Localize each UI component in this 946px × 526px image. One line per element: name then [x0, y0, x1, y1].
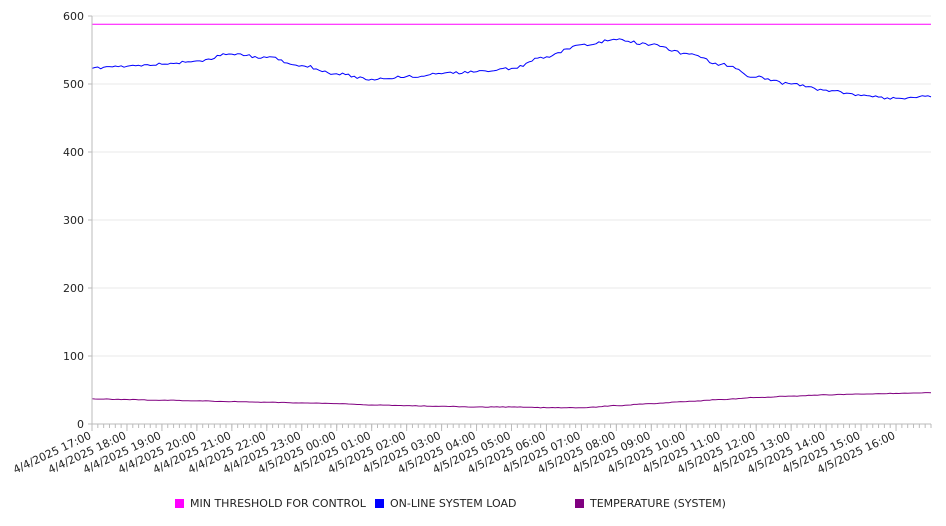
- y-tick-label: 0: [77, 418, 84, 431]
- legend-swatch-system-load: [375, 499, 384, 508]
- y-tick-label: 200: [63, 282, 84, 295]
- y-tick-labels: 0 100 200 300 400 500 600: [63, 10, 84, 431]
- y-tick-label: 300: [63, 214, 84, 227]
- series-line-temperature-system: [91, 392, 932, 409]
- y-tick-label: 600: [63, 10, 84, 23]
- legend-item-system-load: ON-LINE SYSTEM LOAD: [375, 497, 516, 510]
- legend-item-temperature: TEMPERATURE (SYSTEM): [575, 497, 726, 510]
- x-tick-labels: 4/4/2025 17:004/4/2025 18:004/4/2025 19:…: [11, 429, 897, 477]
- series-lines: [91, 23, 932, 409]
- y-tick-label: 100: [63, 350, 84, 363]
- legend-swatch-min-threshold: [175, 499, 184, 508]
- series-line-on-line-system-load: [91, 38, 932, 100]
- legend: MIN THRESHOLD FOR CONTROL ON-LINE SYSTEM…: [0, 497, 946, 517]
- gridlines: [92, 15, 931, 357]
- y-tick-label: 500: [63, 78, 84, 91]
- legend-label-temperature: TEMPERATURE (SYSTEM): [590, 497, 726, 510]
- y-tick-label: 400: [63, 146, 84, 159]
- legend-item-min-threshold: MIN THRESHOLD FOR CONTROL: [175, 497, 366, 510]
- legend-label-min-threshold: MIN THRESHOLD FOR CONTROL: [190, 497, 366, 510]
- legend-swatch-temperature: [575, 499, 584, 508]
- legend-label-system-load: ON-LINE SYSTEM LOAD: [390, 497, 517, 510]
- axes: [88, 15, 932, 431]
